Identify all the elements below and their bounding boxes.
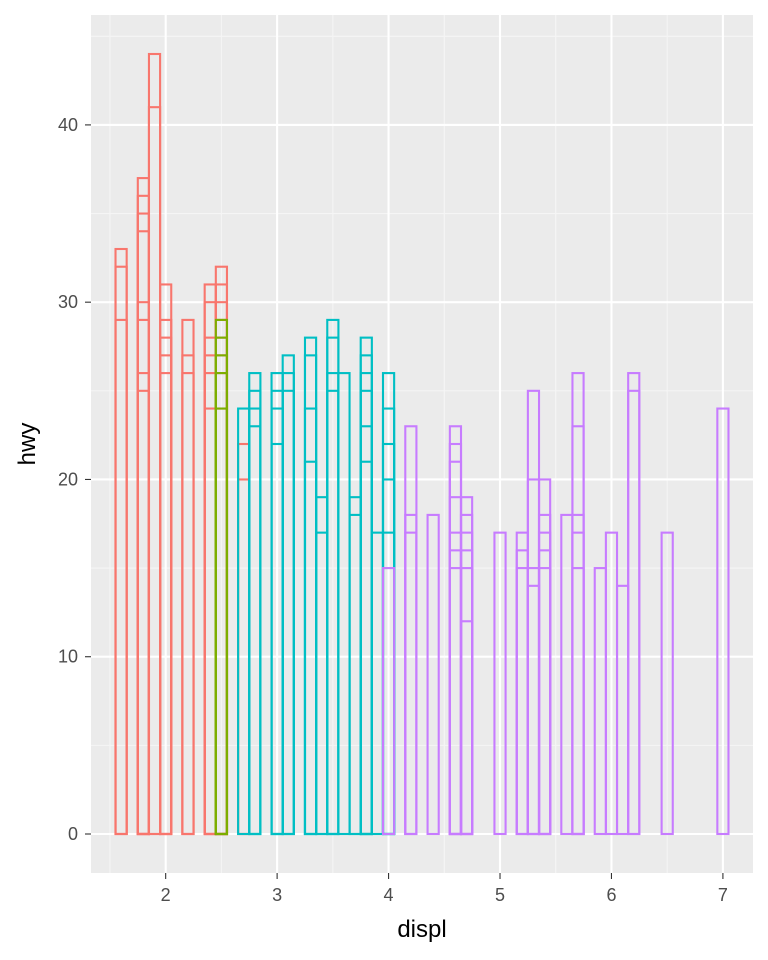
y-tick-label: 10 (58, 647, 78, 667)
y-tick-label: 0 (68, 824, 78, 844)
x-tick-label: 7 (718, 885, 728, 905)
x-tick-label: 4 (384, 885, 394, 905)
bars (114, 52, 730, 836)
grid-minor (91, 15, 753, 873)
bar-segment (571, 372, 585, 836)
bar-segment (281, 354, 295, 836)
plot-panel (91, 15, 753, 873)
bar-segment (248, 372, 262, 836)
y-axis-title: hwy (14, 423, 41, 466)
y-axis: 0 10 20 30 40 (58, 115, 91, 844)
x-axis-title: displ (397, 916, 446, 943)
bar-segment (716, 407, 730, 836)
x-tick-label: 3 (272, 885, 282, 905)
x-tick-label: 5 (495, 885, 505, 905)
y-tick-label: 30 (58, 292, 78, 312)
bar-segment (537, 478, 552, 836)
x-tick-label: 2 (161, 885, 171, 905)
x-tick-label: 6 (606, 885, 616, 905)
bar-segment (426, 513, 440, 836)
bar-segment (159, 283, 173, 836)
bar-segment (627, 372, 641, 836)
bar-segment (381, 567, 396, 836)
bar-segment (404, 425, 418, 836)
y-tick-label: 40 (58, 115, 78, 135)
bar-segment (459, 496, 474, 836)
x-axis: 2 3 4 5 6 7 (161, 873, 728, 905)
bar-segment (181, 318, 195, 836)
bar-segment (214, 318, 229, 836)
y-tick-label: 20 (58, 469, 78, 489)
bar-segment (114, 247, 128, 836)
bar-segment (493, 531, 507, 836)
bar-segment (660, 531, 674, 836)
